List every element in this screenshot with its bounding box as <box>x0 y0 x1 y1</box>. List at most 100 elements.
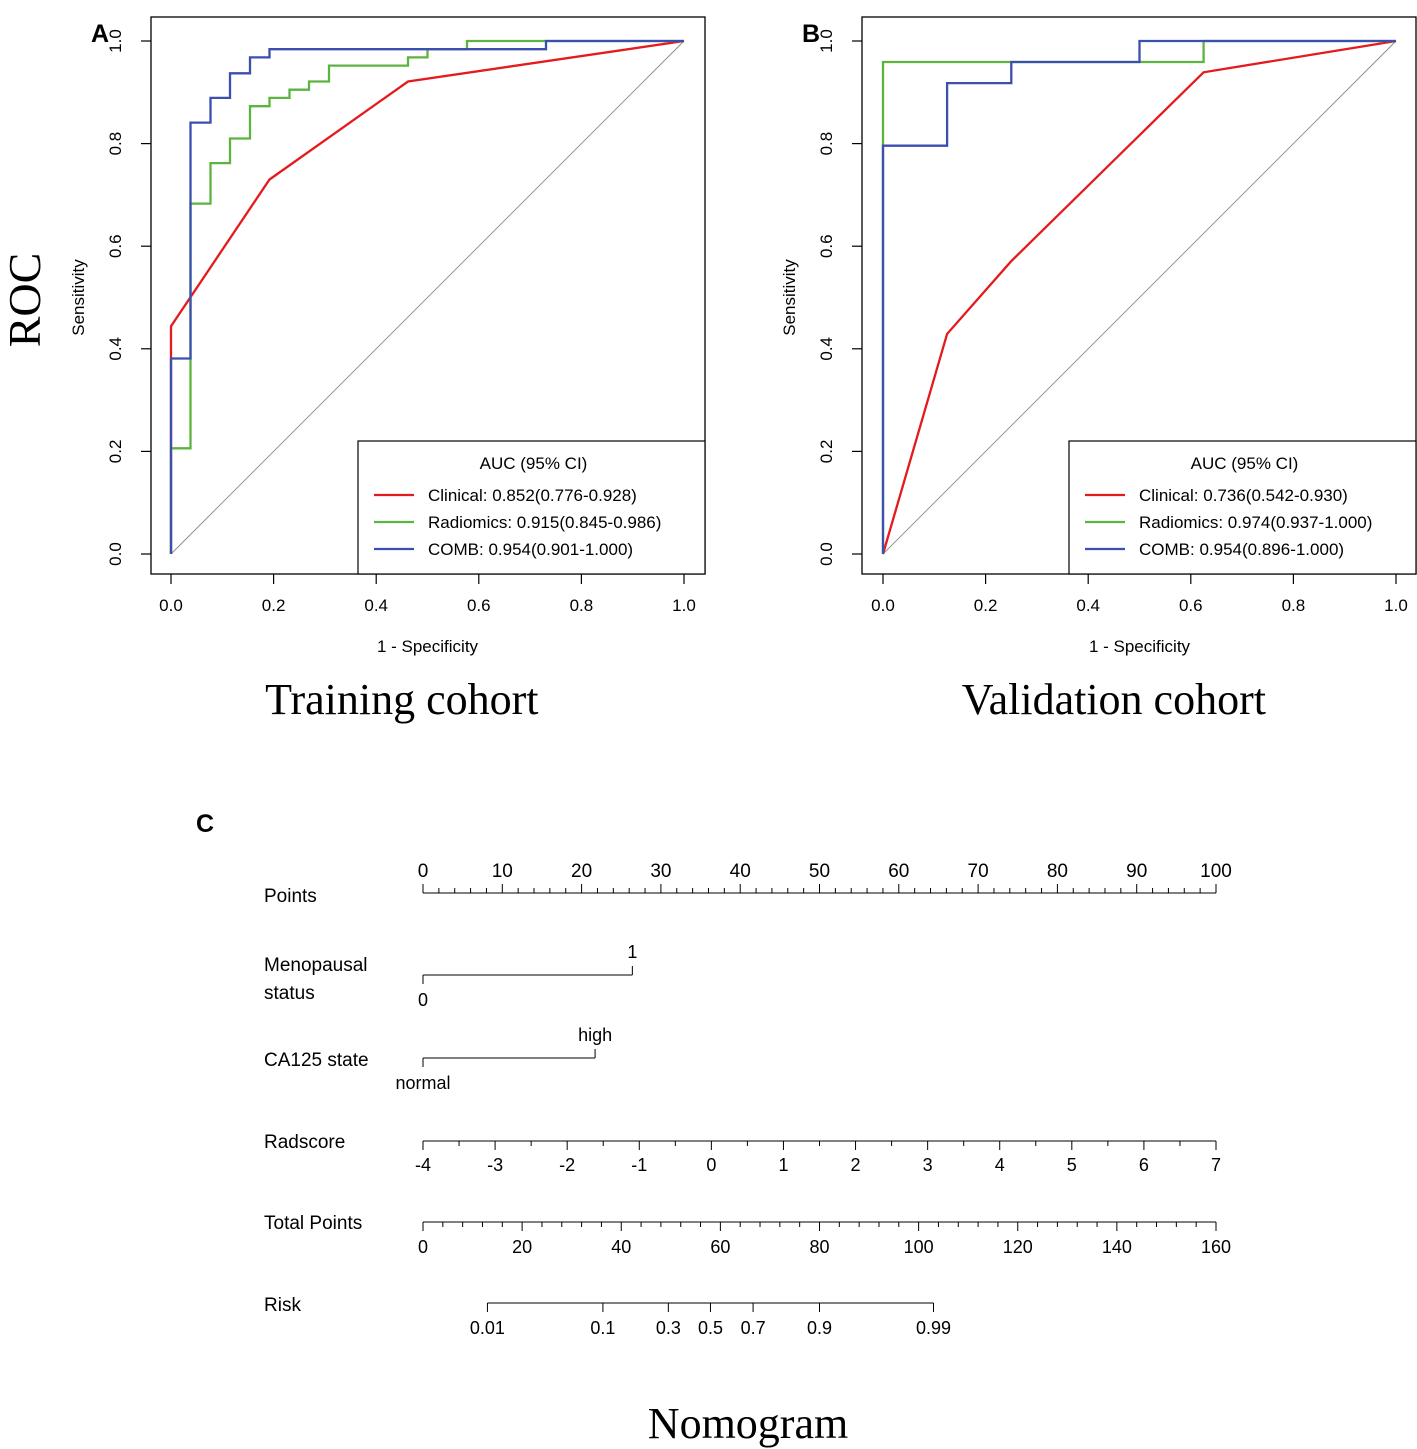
legend-entry: Clinical: 0.852(0.776-0.928) <box>428 486 637 505</box>
radscore-tick-label: 0 <box>706 1155 716 1175</box>
total-points-tick-label: 140 <box>1102 1237 1132 1257</box>
row-label-menopausal: Menopausal <box>264 955 368 976</box>
legend-title: AUC (95% CI) <box>1191 454 1299 473</box>
panel-caption: Nomogram <box>648 1399 848 1448</box>
radscore-tick-label: 2 <box>851 1155 861 1175</box>
y-tick-label: 1.0 <box>817 29 836 53</box>
roc-curve-comb <box>169 39 684 554</box>
risk-tick-label: 0.1 <box>590 1318 615 1338</box>
legend-entry: Radiomics: 0.915(0.845-0.986) <box>428 513 661 532</box>
panel-letter: B <box>802 20 820 48</box>
radscore-tick-label: 6 <box>1139 1155 1149 1175</box>
y-tick-label: 0.0 <box>106 542 125 566</box>
row-label-radscore: Radscore <box>264 1132 345 1153</box>
row-label-ca125: CA125 state <box>264 1050 369 1071</box>
panel-b-validation-roc: B 0.0 0.2 0.4 0.6 0.8 1.0 1 - Specificity 0.0 0.2… <box>780 16 1417 724</box>
risk-tick-label: 0.99 <box>916 1318 951 1338</box>
x-tick-label: 0.8 <box>570 596 594 615</box>
x-tick-label: 1.0 <box>672 596 696 615</box>
reference-diagonal <box>882 40 1397 555</box>
points-tick-label: 60 <box>888 861 909 882</box>
y-tick-label: 0.2 <box>817 440 836 464</box>
x-axis-title: 1 - Specificity <box>1089 637 1191 656</box>
y-tick-label: 1.0 <box>106 29 125 53</box>
ca125-level: normal <box>395 1073 450 1093</box>
roc-curve-comb <box>881 39 1396 554</box>
y-tick-label: 0.4 <box>106 337 125 361</box>
panel-letter: A <box>91 20 109 48</box>
y-axis-title: Sensitivity <box>69 259 88 336</box>
points-tick-label: 70 <box>968 861 989 882</box>
legend-box <box>1068 440 1417 575</box>
roc-side-label: ROC <box>0 253 50 348</box>
total-points-tick-label: 20 <box>512 1237 532 1257</box>
reference-diagonal <box>170 40 685 555</box>
radscore-tick-label: 1 <box>778 1155 788 1175</box>
x-tick-label: 0.2 <box>262 596 286 615</box>
risk-tick-label: 0.7 <box>741 1318 766 1338</box>
x-tick-label: 0.4 <box>1076 596 1100 615</box>
y-tick-label: 0.8 <box>817 132 836 156</box>
x-tick-label: 1.0 <box>1384 596 1408 615</box>
total-points-tick-label: 40 <box>611 1237 631 1257</box>
risk-tick-label: 0.01 <box>470 1318 505 1338</box>
x-tick-label: 0.0 <box>871 596 895 615</box>
total-points-tick-label: 100 <box>904 1237 934 1257</box>
roc-curve-radiomics <box>169 39 684 554</box>
legend-title: AUC (95% CI) <box>480 454 588 473</box>
points-tick-label: 80 <box>1047 861 1068 882</box>
radscore-tick-label: -3 <box>487 1155 503 1175</box>
ca125-level: high <box>578 1025 612 1045</box>
radscore-tick-label: 4 <box>995 1155 1005 1175</box>
x-tick-label: 0.0 <box>159 596 183 615</box>
row-label-status: status <box>264 983 315 1004</box>
radscore-tick-label: -2 <box>559 1155 575 1175</box>
row-label-points: Points <box>264 886 317 907</box>
x-tick-label: 0.6 <box>467 596 491 615</box>
x-tick-label: 0.2 <box>974 596 998 615</box>
legend-box <box>357 440 706 575</box>
x-tick-label: 0.4 <box>364 596 388 615</box>
radscore-tick-label: -1 <box>631 1155 647 1175</box>
panel-letter: C <box>196 810 214 838</box>
x-tick-label: 0.6 <box>1179 596 1203 615</box>
risk-tick-label: 0.9 <box>807 1318 832 1338</box>
legend-entry: COMB: 0.954(0.901-1.000) <box>428 540 633 559</box>
roc-curve-clinical <box>881 39 1397 555</box>
total-points-tick-label: 120 <box>1003 1237 1033 1257</box>
y-tick-label: 0.4 <box>817 337 836 361</box>
x-tick-label: 0.8 <box>1282 596 1306 615</box>
total-points-tick-label: 160 <box>1201 1237 1231 1257</box>
menopausal-level: 1 <box>627 942 637 962</box>
risk-tick-label: 0.3 <box>656 1318 681 1338</box>
row-label-risk: Risk <box>264 1295 301 1316</box>
points-tick-label: 10 <box>492 861 513 882</box>
legend-entry: COMB: 0.954(0.896-1.000) <box>1139 540 1344 559</box>
total-points-tick-label: 0 <box>418 1237 428 1257</box>
points-tick-label: 90 <box>1126 861 1147 882</box>
points-tick-label: 20 <box>571 861 592 882</box>
points-tick-label: 30 <box>650 861 671 882</box>
legend-entry: Radiomics: 0.974(0.937-1.000) <box>1139 513 1372 532</box>
points-tick-label: 0 <box>418 861 429 882</box>
points-tick-label: 50 <box>809 861 830 882</box>
radscore-tick-label: -4 <box>415 1155 431 1175</box>
y-tick-label: 0.0 <box>817 542 836 566</box>
risk-tick-label: 0.5 <box>698 1318 723 1338</box>
radscore-tick-label: 7 <box>1211 1155 1221 1175</box>
radscore-tick-label: 5 <box>1067 1155 1077 1175</box>
points-tick-label: 40 <box>730 861 751 882</box>
y-tick-label: 0.6 <box>817 234 836 258</box>
panel-a-training-roc: A 0.0 0.2 0.4 0.6 0.8 1.0 1 - Specificity 0.0 0.2… <box>69 16 706 724</box>
menopausal-level: 0 <box>418 990 428 1010</box>
panel-caption: Validation cohort <box>962 675 1266 724</box>
panel-caption: Training cohort <box>265 675 538 724</box>
radscore-tick-label: 3 <box>923 1155 933 1175</box>
total-points-tick-label: 60 <box>710 1237 730 1257</box>
y-axis-title: Sensitivity <box>780 259 799 336</box>
y-tick-label: 0.2 <box>106 440 125 464</box>
row-label-total-points: Total Points <box>264 1213 362 1234</box>
total-points-tick-label: 80 <box>809 1237 829 1257</box>
